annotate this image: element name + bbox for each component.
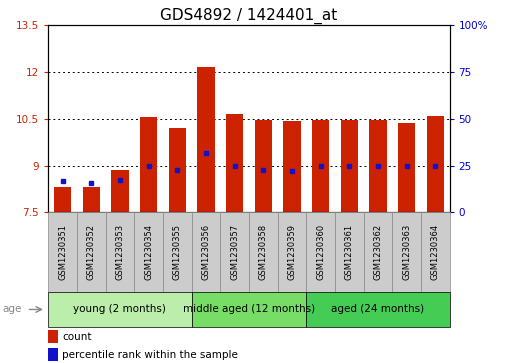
Text: GSM1230358: GSM1230358 [259, 224, 268, 280]
Bar [169, 128, 186, 212]
Bar [306, 212, 335, 292]
Bar [364, 212, 392, 292]
Bar [427, 116, 444, 212]
Text: GSM1230362: GSM1230362 [373, 224, 383, 280]
Text: age: age [3, 305, 22, 314]
Bar [163, 212, 192, 292]
Text: aged (24 months): aged (24 months) [331, 305, 425, 314]
Text: GSM1230355: GSM1230355 [173, 224, 182, 280]
Text: count: count [62, 332, 92, 342]
Title: GDS4892 / 1424401_at: GDS4892 / 1424401_at [161, 8, 337, 24]
Text: GSM1230357: GSM1230357 [230, 224, 239, 280]
Bar [197, 68, 214, 212]
Text: GSM1230354: GSM1230354 [144, 224, 153, 280]
Bar [140, 117, 157, 212]
Bar [226, 114, 243, 212]
Bar [48, 292, 192, 327]
Bar [48, 212, 77, 292]
Bar [192, 212, 220, 292]
Bar [421, 212, 450, 292]
Bar [398, 123, 415, 212]
Text: young (2 months): young (2 months) [74, 305, 166, 314]
Text: GSM1230356: GSM1230356 [201, 224, 210, 280]
Bar [111, 170, 129, 212]
Text: middle aged (12 months): middle aged (12 months) [183, 305, 315, 314]
Text: GSM1230352: GSM1230352 [87, 224, 96, 280]
Bar [192, 292, 306, 327]
Bar [306, 292, 450, 327]
Bar [277, 212, 306, 292]
Bar [392, 212, 421, 292]
Text: GSM1230360: GSM1230360 [316, 224, 325, 280]
Bar [134, 212, 163, 292]
Text: GSM1230361: GSM1230361 [345, 224, 354, 280]
Text: GSM1230364: GSM1230364 [431, 224, 440, 280]
Bar [106, 212, 134, 292]
Bar [48, 330, 58, 343]
Text: GSM1230351: GSM1230351 [58, 224, 67, 280]
Text: GSM1230353: GSM1230353 [115, 224, 124, 280]
Text: GSM1230359: GSM1230359 [288, 224, 297, 280]
Bar [77, 212, 106, 292]
Bar [369, 121, 387, 212]
Bar [220, 212, 249, 292]
Bar [83, 187, 100, 212]
Bar [255, 121, 272, 212]
Bar [249, 212, 277, 292]
Bar [283, 121, 301, 212]
Bar [54, 187, 71, 212]
Bar [312, 121, 329, 212]
Bar [48, 348, 58, 361]
Bar [341, 121, 358, 212]
Text: GSM1230363: GSM1230363 [402, 224, 411, 280]
Text: percentile rank within the sample: percentile rank within the sample [62, 350, 238, 360]
Bar [335, 212, 364, 292]
